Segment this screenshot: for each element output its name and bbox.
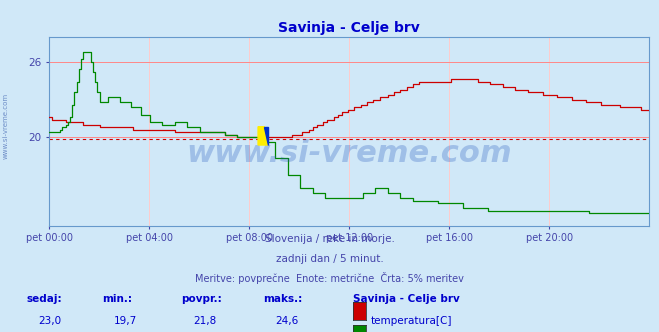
Text: povpr.:: povpr.: bbox=[181, 294, 222, 304]
Text: min.:: min.: bbox=[102, 294, 132, 304]
Polygon shape bbox=[264, 127, 268, 145]
Text: Meritve: povprečne  Enote: metrične  Črta: 5% meritev: Meritve: povprečne Enote: metrične Črta:… bbox=[195, 272, 464, 284]
Text: 21,8: 21,8 bbox=[193, 316, 216, 326]
Text: zadnji dan / 5 minut.: zadnji dan / 5 minut. bbox=[275, 254, 384, 264]
Polygon shape bbox=[258, 127, 268, 145]
Text: Savinja - Celje brv: Savinja - Celje brv bbox=[353, 294, 459, 304]
Text: www.si-vreme.com: www.si-vreme.com bbox=[186, 139, 512, 168]
Text: temperatura[C]: temperatura[C] bbox=[371, 316, 453, 326]
Text: sedaj:: sedaj: bbox=[26, 294, 62, 304]
Title: Savinja - Celje brv: Savinja - Celje brv bbox=[278, 21, 420, 35]
Text: maks.:: maks.: bbox=[264, 294, 303, 304]
Text: Slovenija / reke in morje.: Slovenija / reke in morje. bbox=[264, 234, 395, 244]
Text: 24,6: 24,6 bbox=[275, 316, 299, 326]
Text: 23,0: 23,0 bbox=[38, 316, 61, 326]
Text: 19,7: 19,7 bbox=[114, 316, 137, 326]
Text: www.si-vreme.com: www.si-vreme.com bbox=[2, 93, 9, 159]
